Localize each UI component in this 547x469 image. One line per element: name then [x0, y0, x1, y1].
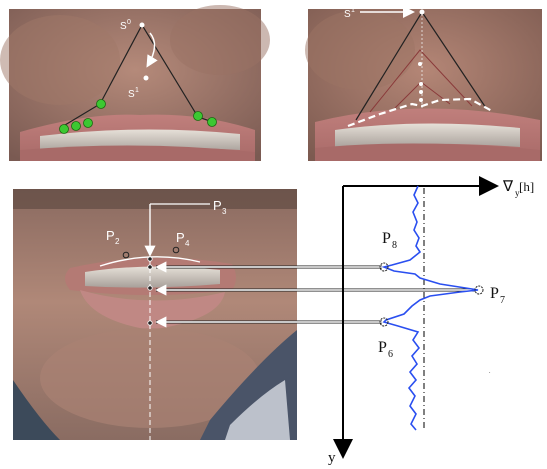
- s1-sup: 1: [135, 87, 139, 94]
- top-right-photo: S 1: [305, 6, 542, 161]
- p7-marker: [474, 285, 484, 295]
- p2-sub: 2: [115, 237, 120, 246]
- p6-label: P: [378, 339, 387, 356]
- p2-label: P: [106, 228, 115, 243]
- p8-marker: [379, 262, 389, 272]
- p6-sub: 6: [388, 349, 393, 360]
- s1-right-label: S: [344, 9, 351, 20]
- gradient-arg: [h]: [519, 179, 534, 194]
- p4-label: P: [176, 230, 185, 245]
- svg-text:.: .: [489, 369, 491, 375]
- s0-point: [139, 22, 145, 28]
- gradient-signal-curve: [381, 185, 479, 431]
- s0-label: S: [120, 21, 127, 32]
- y-axis-label: y: [328, 450, 336, 466]
- p3-label: P: [213, 198, 222, 213]
- gradient-plot: P 8 P 7 P 6 ∇ y [h] y .: [328, 176, 534, 466]
- p3-sub: 3: [222, 207, 227, 216]
- p4-sub: 4: [185, 239, 190, 248]
- p6-marker: [379, 317, 389, 327]
- s1-point: [143, 75, 149, 81]
- p8-sub: 8: [392, 240, 397, 251]
- bottom-left-photo: P 2 P 3 P 4: [13, 189, 297, 440]
- s1-label: S: [128, 89, 135, 100]
- projection-arrows: [155, 261, 475, 328]
- gradient-sub: y: [515, 188, 520, 198]
- s1-right-sup: 1: [351, 7, 355, 14]
- p7-label: P: [490, 285, 499, 302]
- gradient-nabla: ∇: [502, 179, 514, 195]
- p7-sub: 7: [500, 295, 505, 306]
- green-landmarks: [59, 99, 217, 134]
- s0-sup: 0: [127, 19, 131, 26]
- top-left-photo: S 0 S 1: [0, 5, 270, 161]
- p8-label: P: [382, 230, 391, 247]
